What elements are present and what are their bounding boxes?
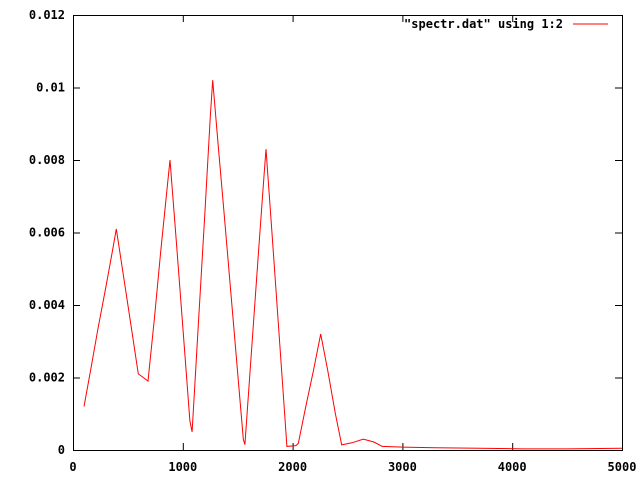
x-axis: 0 1000 2000 3000 4000 5000 [69, 15, 636, 474]
x-tick-label: 1000 [168, 460, 197, 474]
x-tick-label: 0 [69, 460, 76, 474]
x-tick-label: 4000 [498, 460, 527, 474]
y-axis: 0 0.002 0.004 0.006 0.008 0.01 0.012 [29, 8, 622, 457]
x-tick-label: 5000 [608, 460, 637, 474]
x-tick-label: 3000 [388, 460, 417, 474]
y-tick-label: 0.006 [29, 226, 65, 240]
y-tick-label: 0.002 [29, 371, 65, 385]
y-tick-label: 0.01 [36, 81, 65, 95]
legend-label: "spectr.dat" using 1:2 [404, 17, 563, 31]
x-tick-label: 2000 [278, 460, 307, 474]
y-tick-label: 0.008 [29, 153, 65, 167]
y-tick-label: 0 [58, 443, 65, 457]
y-tick-label: 0.012 [29, 8, 65, 22]
legend: "spectr.dat" using 1:2 [404, 17, 608, 31]
data-line-spectr [83, 80, 623, 450]
y-tick-label: 0.004 [29, 298, 65, 312]
plot-border [73, 15, 623, 451]
